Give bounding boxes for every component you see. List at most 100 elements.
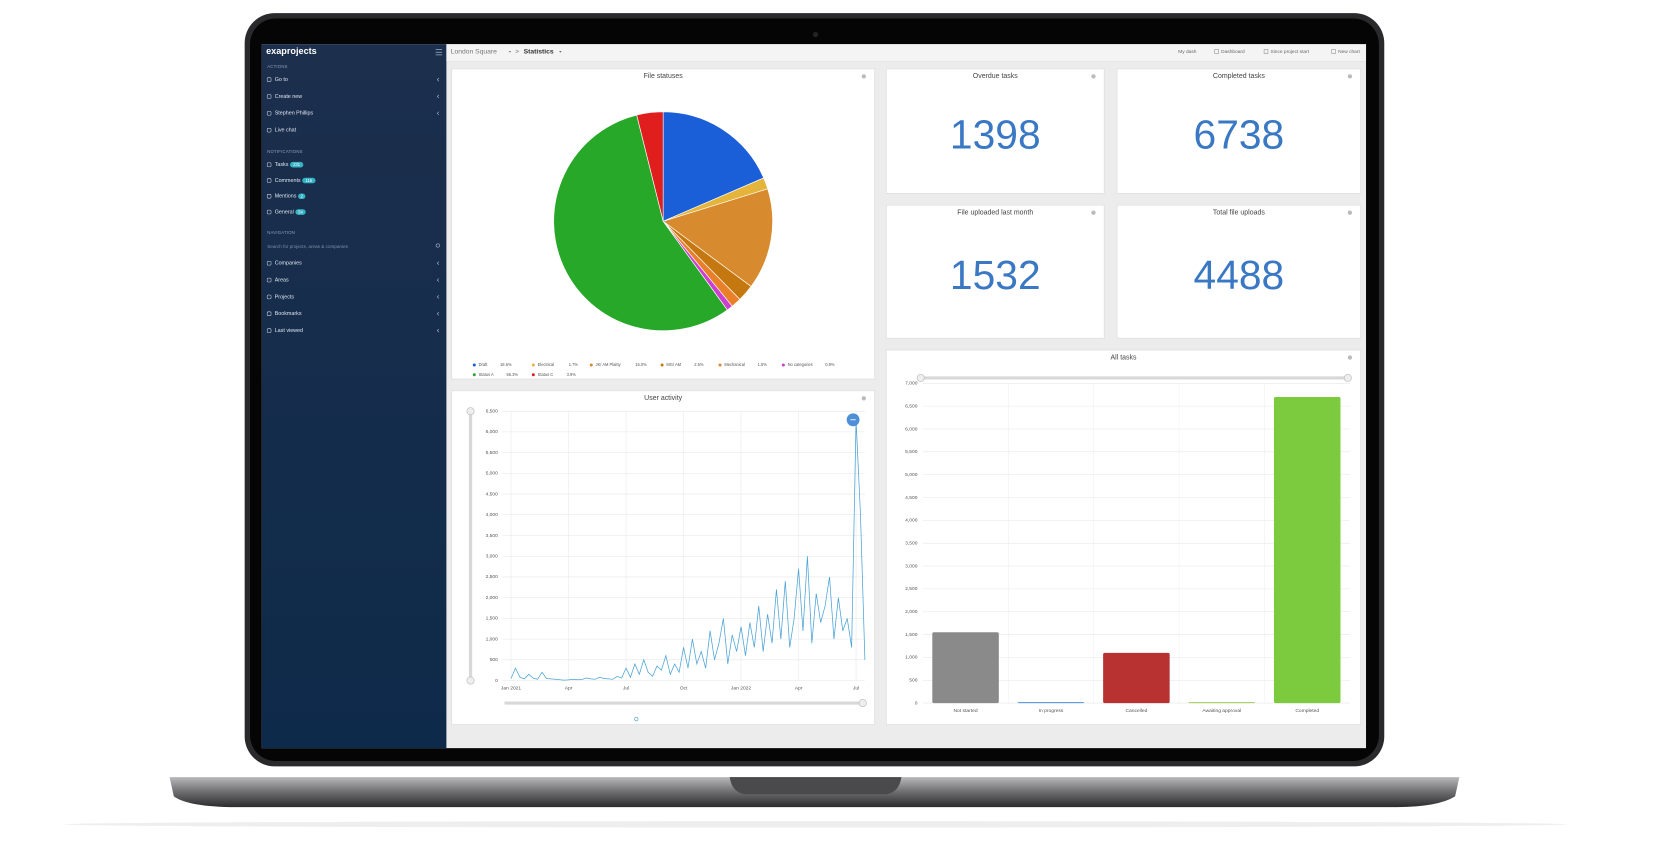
- y-tick-label: 500: [909, 678, 917, 684]
- menu-item[interactable]: Areas: [275, 277, 289, 283]
- legend-value: 15.0%: [635, 362, 647, 367]
- y-tick-label: 0: [915, 700, 918, 706]
- pie-slice: [636, 111, 664, 222]
- chevron: [436, 295, 440, 299]
- x-slider-track[interactable]: [920, 376, 1348, 380]
- menu-item[interactable]: Projects: [275, 294, 295, 300]
- y-tick-label: 2,000: [486, 595, 499, 601]
- menu-icon: [266, 111, 272, 116]
- slider-handle[interactable]: [466, 676, 475, 685]
- top-bar: [446, 44, 1367, 62]
- header-action[interactable]: Dashboard: [1221, 49, 1245, 55]
- menu-item[interactable]: Tasks: [275, 162, 289, 168]
- x-tick-label: Apr: [795, 685, 803, 691]
- menu-icon: [266, 277, 272, 283]
- webcam: [812, 31, 819, 38]
- y-tick-label: 3,000: [905, 563, 918, 569]
- slider-handle[interactable]: [466, 407, 475, 416]
- kpi-value: 1398: [950, 111, 1041, 157]
- y-tick-label: 4,000: [905, 518, 918, 524]
- breadcrumb[interactable]: Statistics: [524, 48, 554, 55]
- badge-count: 2: [301, 194, 304, 199]
- menu-icon: [266, 77, 272, 82]
- settings-icon[interactable]: [1347, 210, 1353, 215]
- menu-item[interactable]: Comments: [275, 178, 301, 184]
- x-tick-label: Awaiting approval: [1202, 708, 1241, 714]
- pie-slice: [553, 114, 728, 332]
- x-slider-track[interactable]: [504, 701, 863, 705]
- slider-handle[interactable]: [1343, 373, 1352, 382]
- legend-label: No categories: [788, 362, 813, 367]
- menu-toggle[interactable]: [435, 49, 443, 56]
- section-heading: NAVIGATION: [267, 230, 295, 235]
- x-tick-label: Not started: [954, 708, 978, 714]
- badge-count: 54: [298, 209, 303, 214]
- settings-icon[interactable]: [1091, 210, 1096, 215]
- pager-dot[interactable]: [634, 717, 639, 722]
- shadow: [64, 821, 1567, 828]
- header-action[interactable]: Since project start: [1271, 49, 1310, 55]
- y-tick-label: 3,500: [486, 533, 499, 539]
- caret: [508, 51, 512, 53]
- legend-value: 0.9%: [825, 362, 835, 367]
- legend-label: Draft: [479, 362, 489, 367]
- action-icon: [1214, 49, 1219, 54]
- x-tick-label: Completed: [1295, 708, 1319, 714]
- menu-item[interactable]: Companies: [275, 261, 302, 267]
- y-tick-label: 1,500: [486, 616, 499, 622]
- slider-handle[interactable]: [916, 373, 925, 382]
- legend-value: 3.9%: [567, 372, 577, 377]
- menu-item[interactable]: Stephen Phillips: [275, 111, 314, 117]
- legend-marker: [472, 363, 476, 367]
- x-tick-label: Jan 2022: [731, 685, 752, 691]
- menu-item[interactable]: Live chat: [275, 128, 297, 134]
- legend-marker: [718, 363, 722, 367]
- activity-line: [510, 419, 866, 681]
- panel: [1116, 68, 1361, 194]
- menu-icon: [266, 178, 272, 183]
- menu-item[interactable]: Last viewed: [275, 328, 303, 334]
- kpi-value: 4488: [1194, 252, 1285, 298]
- panel-title: Total file uploads: [1213, 210, 1265, 217]
- y-tick-label: 6,000: [486, 429, 499, 435]
- menu-item[interactable]: Bookmarks: [275, 311, 302, 317]
- search-icon[interactable]: [435, 243, 440, 248]
- settings-icon[interactable]: [861, 396, 866, 401]
- chevron: [436, 278, 440, 282]
- panel-title: File uploaded last month: [957, 210, 1033, 217]
- badge: [302, 177, 316, 184]
- bar: [1273, 397, 1341, 704]
- y-tick-label: 3,500: [905, 540, 918, 546]
- y-tick-label: 500: [490, 657, 498, 663]
- menu-icon: [266, 194, 272, 199]
- panel-title: Completed tasks: [1213, 73, 1265, 80]
- bar: [1188, 702, 1256, 704]
- menu-item[interactable]: Mentions: [275, 194, 297, 200]
- menu-item[interactable]: General: [275, 209, 294, 215]
- menu-icon: [266, 94, 272, 99]
- y-tick-label: 4,000: [486, 512, 499, 518]
- kpi-value: 1532: [950, 252, 1041, 298]
- menu-item[interactable]: Create new: [275, 94, 303, 100]
- settings-icon[interactable]: [1347, 74, 1353, 79]
- legend-marker: [472, 373, 476, 377]
- breadcrumb[interactable]: London Square: [451, 48, 497, 55]
- bar: [932, 632, 999, 704]
- legend-value: 1.7%: [569, 362, 579, 367]
- y-slider-track[interactable]: [468, 411, 473, 681]
- settings-icon[interactable]: [861, 74, 866, 79]
- settings-icon[interactable]: [1091, 74, 1096, 79]
- badge: [295, 209, 306, 215]
- header-action[interactable]: My dash: [1178, 49, 1197, 55]
- menu-icon: [266, 209, 272, 215]
- settings-icon[interactable]: [1347, 355, 1353, 360]
- menu-icon: [266, 261, 272, 266]
- caret: [559, 51, 562, 53]
- y-tick-label: 7,000: [905, 381, 918, 387]
- action-icon: [1331, 49, 1336, 54]
- header-action[interactable]: New chart: [1338, 49, 1360, 55]
- menu-item[interactable]: Go to: [275, 77, 288, 83]
- chevron: [436, 328, 440, 333]
- x-tick-label: Oct: [680, 685, 688, 691]
- slider-handle[interactable]: [858, 699, 867, 708]
